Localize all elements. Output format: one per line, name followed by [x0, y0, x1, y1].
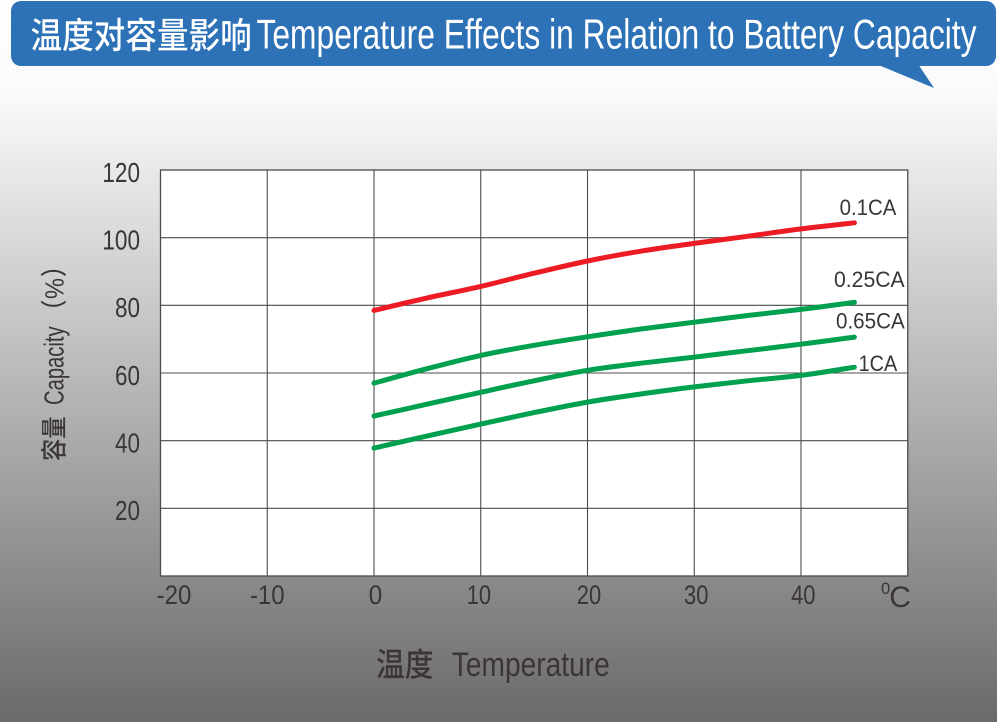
svg-text:10: 10: [467, 580, 491, 610]
svg-text:60: 60: [115, 360, 140, 391]
svg-text:80: 80: [115, 292, 140, 323]
svg-text:%: %: [40, 278, 70, 299]
svg-text:40: 40: [115, 428, 140, 459]
svg-text:0.25CA: 0.25CA: [834, 267, 905, 292]
svg-text:Temperature: Temperature: [452, 646, 610, 684]
svg-text:Capacity: Capacity: [39, 326, 70, 405]
svg-text:0.65CA: 0.65CA: [836, 309, 905, 334]
svg-text:100: 100: [102, 225, 140, 256]
svg-text:0: 0: [881, 580, 890, 598]
svg-text:0.1CA: 0.1CA: [840, 195, 897, 220]
svg-text:Temperature Effects in Relatio: Temperature Effects in Relation to Batte…: [257, 11, 977, 58]
svg-text:20: 20: [577, 580, 601, 610]
svg-text:40: 40: [791, 580, 815, 610]
svg-text:120: 120: [102, 157, 140, 188]
svg-text:-20: -20: [157, 580, 192, 610]
svg-text:30: 30: [684, 580, 708, 610]
svg-text:1CA: 1CA: [859, 351, 898, 376]
svg-text:0: 0: [369, 580, 383, 610]
svg-text:C: C: [889, 581, 911, 614]
svg-text:20: 20: [115, 495, 140, 526]
svg-text:-10: -10: [250, 580, 285, 610]
